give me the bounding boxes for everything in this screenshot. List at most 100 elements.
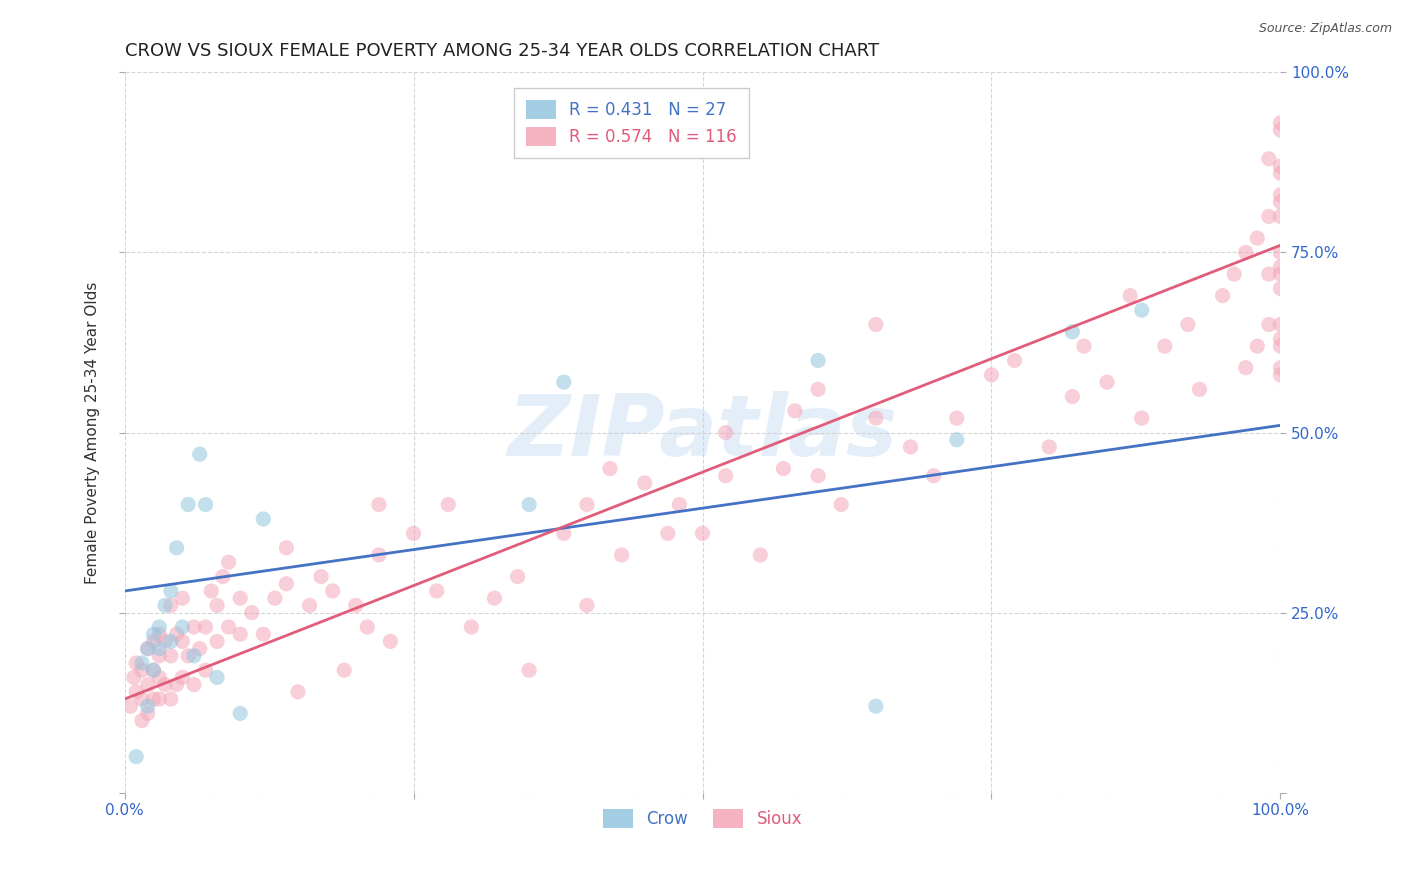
Point (136, 699, 159, 714)
Point (344, 599, 367, 613)
Point (125, 685, 148, 699)
Point (1270, 123, 1292, 137)
Point (148, 620, 170, 634)
Point (945, 411, 967, 425)
Point (1270, 360, 1292, 375)
Text: Source: ZipAtlas.com: Source: ZipAtlas.com (1258, 22, 1392, 36)
Point (229, 627, 252, 641)
Point (160, 648, 183, 663)
Point (980, 368, 1002, 382)
Point (1257, 210, 1279, 224)
Text: ZIPatlas: ZIPatlas (508, 391, 897, 474)
Y-axis label: Female Poverty Among 25-34 Year Olds: Female Poverty Among 25-34 Year Olds (86, 281, 100, 583)
Point (1188, 382, 1211, 396)
Point (218, 555, 240, 569)
Point (142, 692, 165, 706)
Point (426, 584, 449, 599)
Point (610, 548, 633, 562)
Point (183, 648, 205, 663)
Point (1153, 339, 1175, 353)
Point (1095, 375, 1118, 389)
Point (1270, 267, 1292, 281)
Point (136, 641, 159, 656)
Point (183, 678, 205, 692)
Point (287, 685, 309, 699)
Point (783, 404, 806, 418)
Point (506, 569, 529, 583)
Point (1257, 318, 1279, 332)
Point (263, 591, 285, 606)
Point (136, 641, 159, 656)
Point (1270, 260, 1292, 274)
Point (166, 627, 188, 641)
Point (356, 620, 378, 634)
Point (172, 620, 194, 634)
Point (200, 584, 222, 599)
Point (1038, 440, 1060, 454)
Point (160, 634, 183, 648)
Point (1270, 332, 1292, 346)
Point (922, 468, 945, 483)
Point (131, 663, 153, 677)
Point (517, 663, 540, 677)
Point (276, 576, 298, 591)
Point (1062, 325, 1084, 339)
Point (148, 641, 170, 656)
Point (1270, 187, 1292, 202)
Point (1062, 390, 1084, 404)
Point (172, 670, 194, 684)
Point (575, 498, 598, 512)
Point (900, 440, 922, 454)
Point (211, 569, 233, 583)
Point (322, 584, 344, 599)
Point (553, 375, 575, 389)
Point (172, 591, 194, 606)
Point (1073, 339, 1095, 353)
Point (142, 634, 165, 648)
Point (240, 606, 263, 620)
Point (865, 318, 887, 332)
Point (865, 699, 887, 714)
Point (276, 541, 298, 555)
Point (131, 714, 153, 728)
Point (188, 641, 211, 656)
Text: CROW VS SIOUX FEMALE POVERTY AMONG 25-34 YEAR OLDS CORRELATION CHART: CROW VS SIOUX FEMALE POVERTY AMONG 25-34… (125, 42, 879, 60)
Point (830, 498, 852, 512)
Point (367, 498, 389, 512)
Point (153, 634, 176, 648)
Point (166, 541, 188, 555)
Point (634, 475, 657, 490)
Point (252, 512, 274, 526)
Point (1234, 360, 1257, 375)
Point (148, 670, 170, 684)
Point (298, 599, 321, 613)
Point (1223, 267, 1246, 281)
Point (460, 620, 482, 634)
Point (692, 526, 714, 541)
Legend: Crow, Sioux: Crow, Sioux (596, 802, 808, 835)
Point (380, 634, 402, 648)
Point (136, 678, 159, 692)
Point (188, 447, 211, 461)
Point (122, 670, 145, 684)
Point (553, 526, 575, 541)
Point (1246, 339, 1268, 353)
Point (142, 627, 165, 641)
Point (205, 599, 228, 613)
Point (1177, 318, 1199, 332)
Point (437, 498, 460, 512)
Point (714, 425, 737, 440)
Point (1270, 195, 1292, 210)
Point (599, 461, 621, 475)
Point (142, 663, 165, 677)
Point (1246, 231, 1268, 245)
Point (807, 353, 830, 368)
Point (160, 584, 183, 599)
Point (657, 526, 679, 541)
Point (865, 411, 887, 425)
Point (218, 620, 240, 634)
Point (1130, 303, 1153, 318)
Point (402, 526, 425, 541)
Point (1119, 288, 1142, 302)
Point (148, 692, 170, 706)
